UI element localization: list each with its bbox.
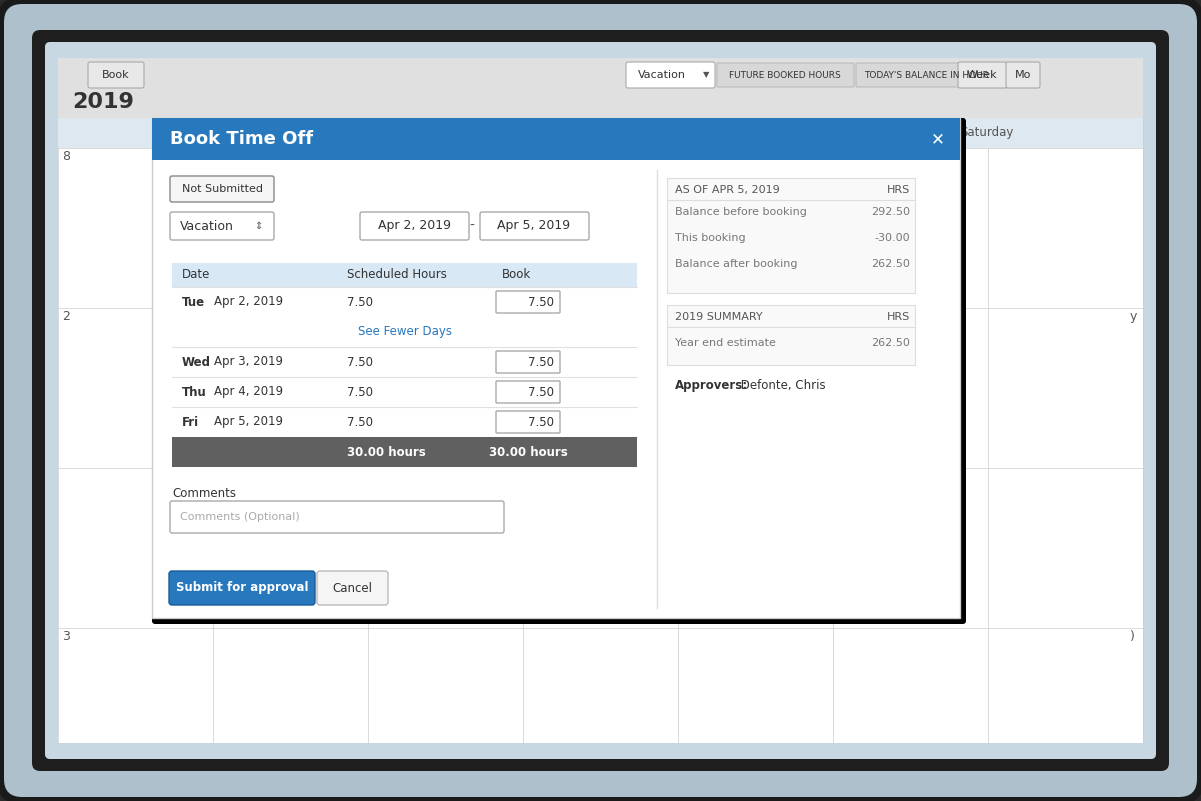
Bar	[153, 118, 960, 160]
Text: 7.50: 7.50	[347, 356, 374, 368]
FancyBboxPatch shape	[169, 571, 315, 605]
FancyBboxPatch shape	[717, 63, 854, 87]
Text: 30.00 hours: 30.00 hours	[347, 445, 425, 458]
Text: 292.50: 292.50	[871, 207, 910, 217]
Text: Not Submitted: Not Submitted	[181, 184, 263, 194]
Text: Saturday: Saturday	[960, 126, 1014, 139]
Text: Cancel: Cancel	[331, 582, 372, 594]
Bar	[58, 118, 1143, 148]
FancyBboxPatch shape	[171, 501, 504, 533]
Text: Apr 5, 2019: Apr 5, 2019	[214, 416, 283, 429]
Text: Book: Book	[502, 268, 531, 281]
Text: Apr 3, 2019: Apr 3, 2019	[214, 356, 283, 368]
Text: Apr 5, 2019: Apr 5, 2019	[497, 219, 570, 232]
Text: ✕: ✕	[931, 130, 945, 148]
Text: Wed: Wed	[183, 356, 211, 368]
Text: HRS: HRS	[886, 312, 910, 322]
FancyBboxPatch shape	[4, 4, 1197, 797]
Text: 262.50: 262.50	[871, 259, 910, 269]
FancyBboxPatch shape	[44, 42, 1157, 759]
Text: FUTURE BOOKED HOURS: FUTURE BOOKED HOURS	[729, 70, 841, 79]
Text: 7.50: 7.50	[528, 296, 554, 308]
Text: 8: 8	[62, 150, 70, 163]
FancyBboxPatch shape	[856, 63, 998, 87]
Text: Mo: Mo	[1015, 70, 1032, 80]
Text: See Fewer Days: See Fewer Days	[358, 325, 452, 339]
Text: Scheduled Hours: Scheduled Hours	[347, 268, 447, 281]
Text: Year end estimate: Year end estimate	[675, 338, 776, 348]
Text: Vacation: Vacation	[638, 70, 686, 80]
FancyBboxPatch shape	[153, 118, 966, 624]
Text: ⇕: ⇕	[253, 221, 262, 231]
Text: Date: Date	[183, 268, 210, 281]
FancyBboxPatch shape	[496, 351, 560, 373]
Text: Balance before booking: Balance before booking	[675, 207, 807, 217]
FancyBboxPatch shape	[496, 381, 560, 403]
FancyBboxPatch shape	[32, 30, 1169, 771]
Text: 2: 2	[62, 310, 70, 323]
Text: 7.50: 7.50	[528, 416, 554, 429]
Text: Apr 2, 2019: Apr 2, 2019	[214, 296, 283, 308]
Text: Vacation: Vacation	[180, 219, 234, 232]
Text: -: -	[470, 219, 474, 233]
FancyBboxPatch shape	[360, 212, 470, 240]
Text: 7.50: 7.50	[528, 385, 554, 399]
Text: 262.50: 262.50	[871, 338, 910, 348]
Text: Book Time Off: Book Time Off	[171, 130, 313, 148]
Text: Submit for approval: Submit for approval	[175, 582, 309, 594]
Bar	[667, 305, 915, 365]
Bar	[172, 437, 637, 467]
Text: This booking: This booking	[675, 233, 746, 243]
Text: Book: Book	[102, 70, 130, 80]
Text: Tue: Tue	[183, 296, 205, 308]
FancyBboxPatch shape	[317, 571, 388, 605]
FancyBboxPatch shape	[88, 62, 144, 88]
Bar	[153, 118, 960, 618]
Text: 7.50: 7.50	[347, 385, 374, 399]
Text: Approvers:: Approvers:	[675, 379, 748, 392]
Text: HRS: HRS	[886, 185, 910, 195]
Bar	[58, 58, 1143, 743]
Text: Week: Week	[967, 70, 997, 80]
FancyBboxPatch shape	[171, 212, 274, 240]
FancyBboxPatch shape	[626, 62, 715, 88]
Text: 3: 3	[62, 630, 70, 643]
FancyBboxPatch shape	[480, 212, 588, 240]
Text: Comments: Comments	[172, 487, 237, 500]
Text: 7.50: 7.50	[347, 416, 374, 429]
Text: y: y	[1130, 310, 1137, 323]
Text: TODAY'S BALANCE IN HOUR: TODAY'S BALANCE IN HOUR	[865, 70, 990, 79]
Bar	[58, 58, 1143, 118]
Text: -30.00: -30.00	[874, 233, 910, 243]
Text: Fri: Fri	[183, 416, 199, 429]
Text: Comments (Optional): Comments (Optional)	[180, 512, 300, 522]
Text: 7.50: 7.50	[347, 296, 374, 308]
Bar	[667, 178, 915, 293]
Text: Apr 2, 2019: Apr 2, 2019	[377, 219, 450, 232]
Text: 7.50: 7.50	[528, 356, 554, 368]
Text: ▼: ▼	[703, 70, 710, 79]
Text: 2019: 2019	[72, 92, 133, 112]
FancyBboxPatch shape	[958, 62, 1006, 88]
Text: Apr 4, 2019: Apr 4, 2019	[214, 385, 283, 399]
FancyBboxPatch shape	[171, 176, 274, 202]
FancyBboxPatch shape	[496, 291, 560, 313]
FancyBboxPatch shape	[1006, 62, 1040, 88]
Text: AS OF APR 5, 2019: AS OF APR 5, 2019	[675, 185, 779, 195]
Bar	[172, 263, 637, 287]
FancyBboxPatch shape	[496, 411, 560, 433]
Text: Thu: Thu	[183, 385, 207, 399]
Text: Balance after booking: Balance after booking	[675, 259, 797, 269]
Text: 30.00 hours: 30.00 hours	[489, 445, 567, 458]
Text: ): )	[1130, 630, 1135, 643]
Text: Defonte, Chris: Defonte, Chris	[737, 379, 825, 392]
Text: 2019 SUMMARY: 2019 SUMMARY	[675, 312, 763, 322]
